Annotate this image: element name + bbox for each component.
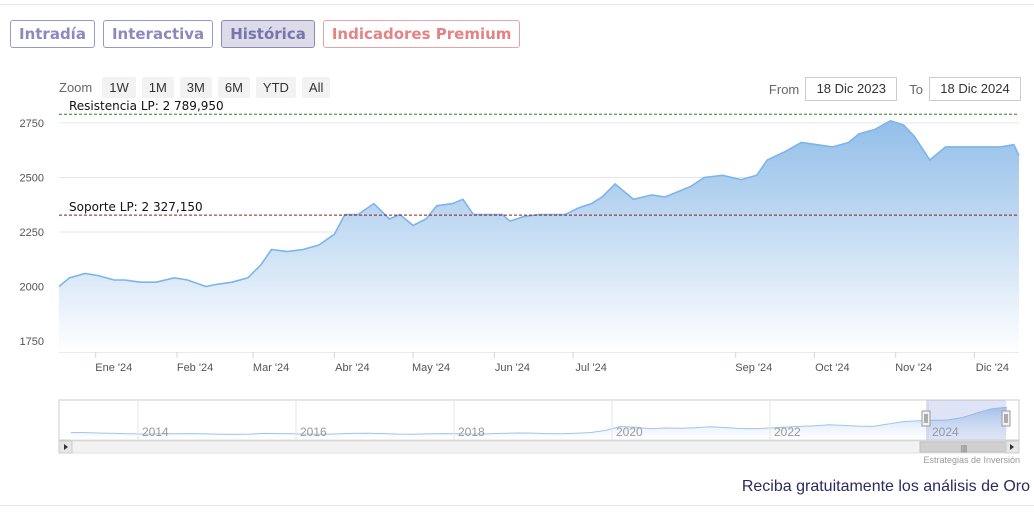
navigator-scrollbar-track [58, 440, 1020, 454]
zoom-label: Zoom [59, 80, 93, 95]
promo-link[interactable]: Reciba gratuitamente los análisis de Oro [741, 478, 1030, 495]
navigator-line [70, 406, 1008, 435]
x-tick-label: Sep '24 [735, 362, 772, 374]
arrow-left-icon [64, 444, 68, 450]
x-tick-label: Feb '24 [177, 362, 213, 374]
zoom-1m-button[interactable]: 1M [141, 77, 174, 98]
top-divider [0, 4, 1034, 5]
y-tick-label: 2750 [20, 118, 44, 130]
navigator-right-handle[interactable] [1001, 410, 1011, 427]
tab-interactiva[interactable]: Interactiva [102, 20, 214, 48]
navigator-year-label: 2018 [458, 425, 485, 439]
zoom-bar: Zoom 1W 1M 3M 6M YTD All [59, 77, 331, 98]
zoom-3m-button[interactable]: 3M [179, 77, 212, 98]
x-tick-label: Abr '24 [335, 362, 370, 374]
navigator-area [71, 407, 1007, 440]
x-tick-label: May '24 [412, 362, 450, 374]
bottom-divider [0, 505, 1034, 506]
x-tick-label: Jun '24 [495, 362, 530, 374]
tab-intradia[interactable]: Intradía [10, 20, 95, 48]
support-label: Soporte LP: 2 327,150 [69, 200, 203, 214]
x-tick-label: Dic '24 [976, 362, 1009, 374]
x-tick-label: Nov '24 [895, 362, 932, 374]
navigator-year-label: 2024 [932, 425, 959, 439]
navigator-year-label: 2016 [300, 425, 327, 439]
y-tick-label: 2250 [20, 227, 44, 239]
series-area-fill [59, 120, 1019, 352]
scrollbar-grip-icon: ||| [961, 444, 967, 453]
x-tick-label: Jul '24 [575, 362, 606, 374]
y-axis-labels: 1750 2000 2250 2500 2750 [20, 118, 44, 348]
to-date-input[interactable]: 18 Dic 2024 [929, 77, 1021, 101]
navigator-year-label: 2020 [616, 425, 643, 439]
x-tick-label: Oct '24 [815, 362, 850, 374]
from-label: From [768, 81, 800, 97]
navigator-selection [926, 400, 1006, 440]
tab-indicadores-premium[interactable]: Indicadores Premium [322, 20, 521, 48]
x-tick-label: Mar '24 [253, 362, 289, 374]
zoom-all-button[interactable]: All [301, 77, 331, 98]
resistance-label: Resistencia LP: 2 789,950 [69, 99, 224, 113]
y-tick-label: 2500 [20, 172, 44, 184]
from-date-input[interactable]: 18 Dic 2023 [805, 77, 898, 101]
view-tabs: Intradía Interactiva Histórica Indicador… [10, 20, 521, 48]
arrow-right-icon [1010, 444, 1014, 450]
x-tick-label: Ene '24 [95, 362, 132, 374]
navigator-year-label: 2022 [774, 425, 801, 439]
date-range: From 18 Dic 2023 To 18 Dic 2024 [769, 77, 1021, 101]
navigator-left-handle[interactable] [921, 410, 931, 427]
y-tick-label: 1750 [20, 336, 44, 348]
zoom-ytd-button[interactable]: YTD [255, 77, 296, 98]
chart-credit: Estrategias de Inversión [923, 455, 1020, 465]
to-label: To [909, 81, 923, 97]
navigator-year-label: 2014 [142, 425, 169, 439]
zoom-1w-button[interactable]: 1W [102, 77, 136, 98]
y-tick-label: 2000 [20, 282, 44, 294]
zoom-6m-button[interactable]: 6M [217, 77, 250, 98]
x-axis-labels: Ene '24 Feb '24 Mar '24 Abr '24 May '24 Jun '… [95, 362, 1009, 374]
navigator[interactable]: 2014 2016 2018 2020 2022 2024||| [58, 399, 1020, 454]
tab-historica[interactable]: Histórica [221, 20, 315, 48]
annotation-layer: Resistencia LP: 2 789,950 Soporte LP: 2 3… [59, 99, 1019, 216]
